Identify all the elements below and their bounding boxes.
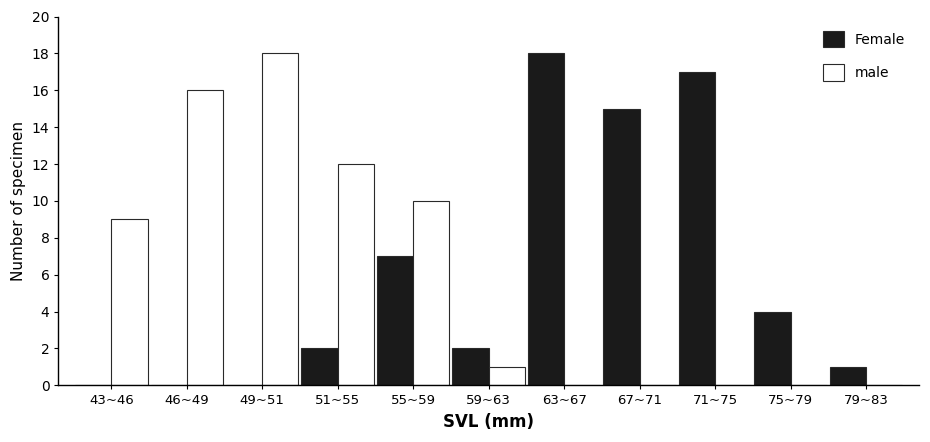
Legend: Female, male: Female, male [816,23,912,88]
Bar [528,53,565,385]
Bar [112,219,148,385]
Bar [604,109,640,385]
Bar [754,312,790,385]
Bar [377,256,413,385]
X-axis label: SVL (mm): SVL (mm) [444,413,534,431]
Bar [488,367,525,385]
Bar [413,201,449,385]
Bar [262,53,299,385]
Bar [301,348,338,385]
Bar [187,90,223,385]
Y-axis label: Number of specimen: Number of specimen [11,121,26,281]
Bar [830,367,866,385]
Bar [679,72,715,385]
Bar [452,348,488,385]
Bar [338,164,374,385]
